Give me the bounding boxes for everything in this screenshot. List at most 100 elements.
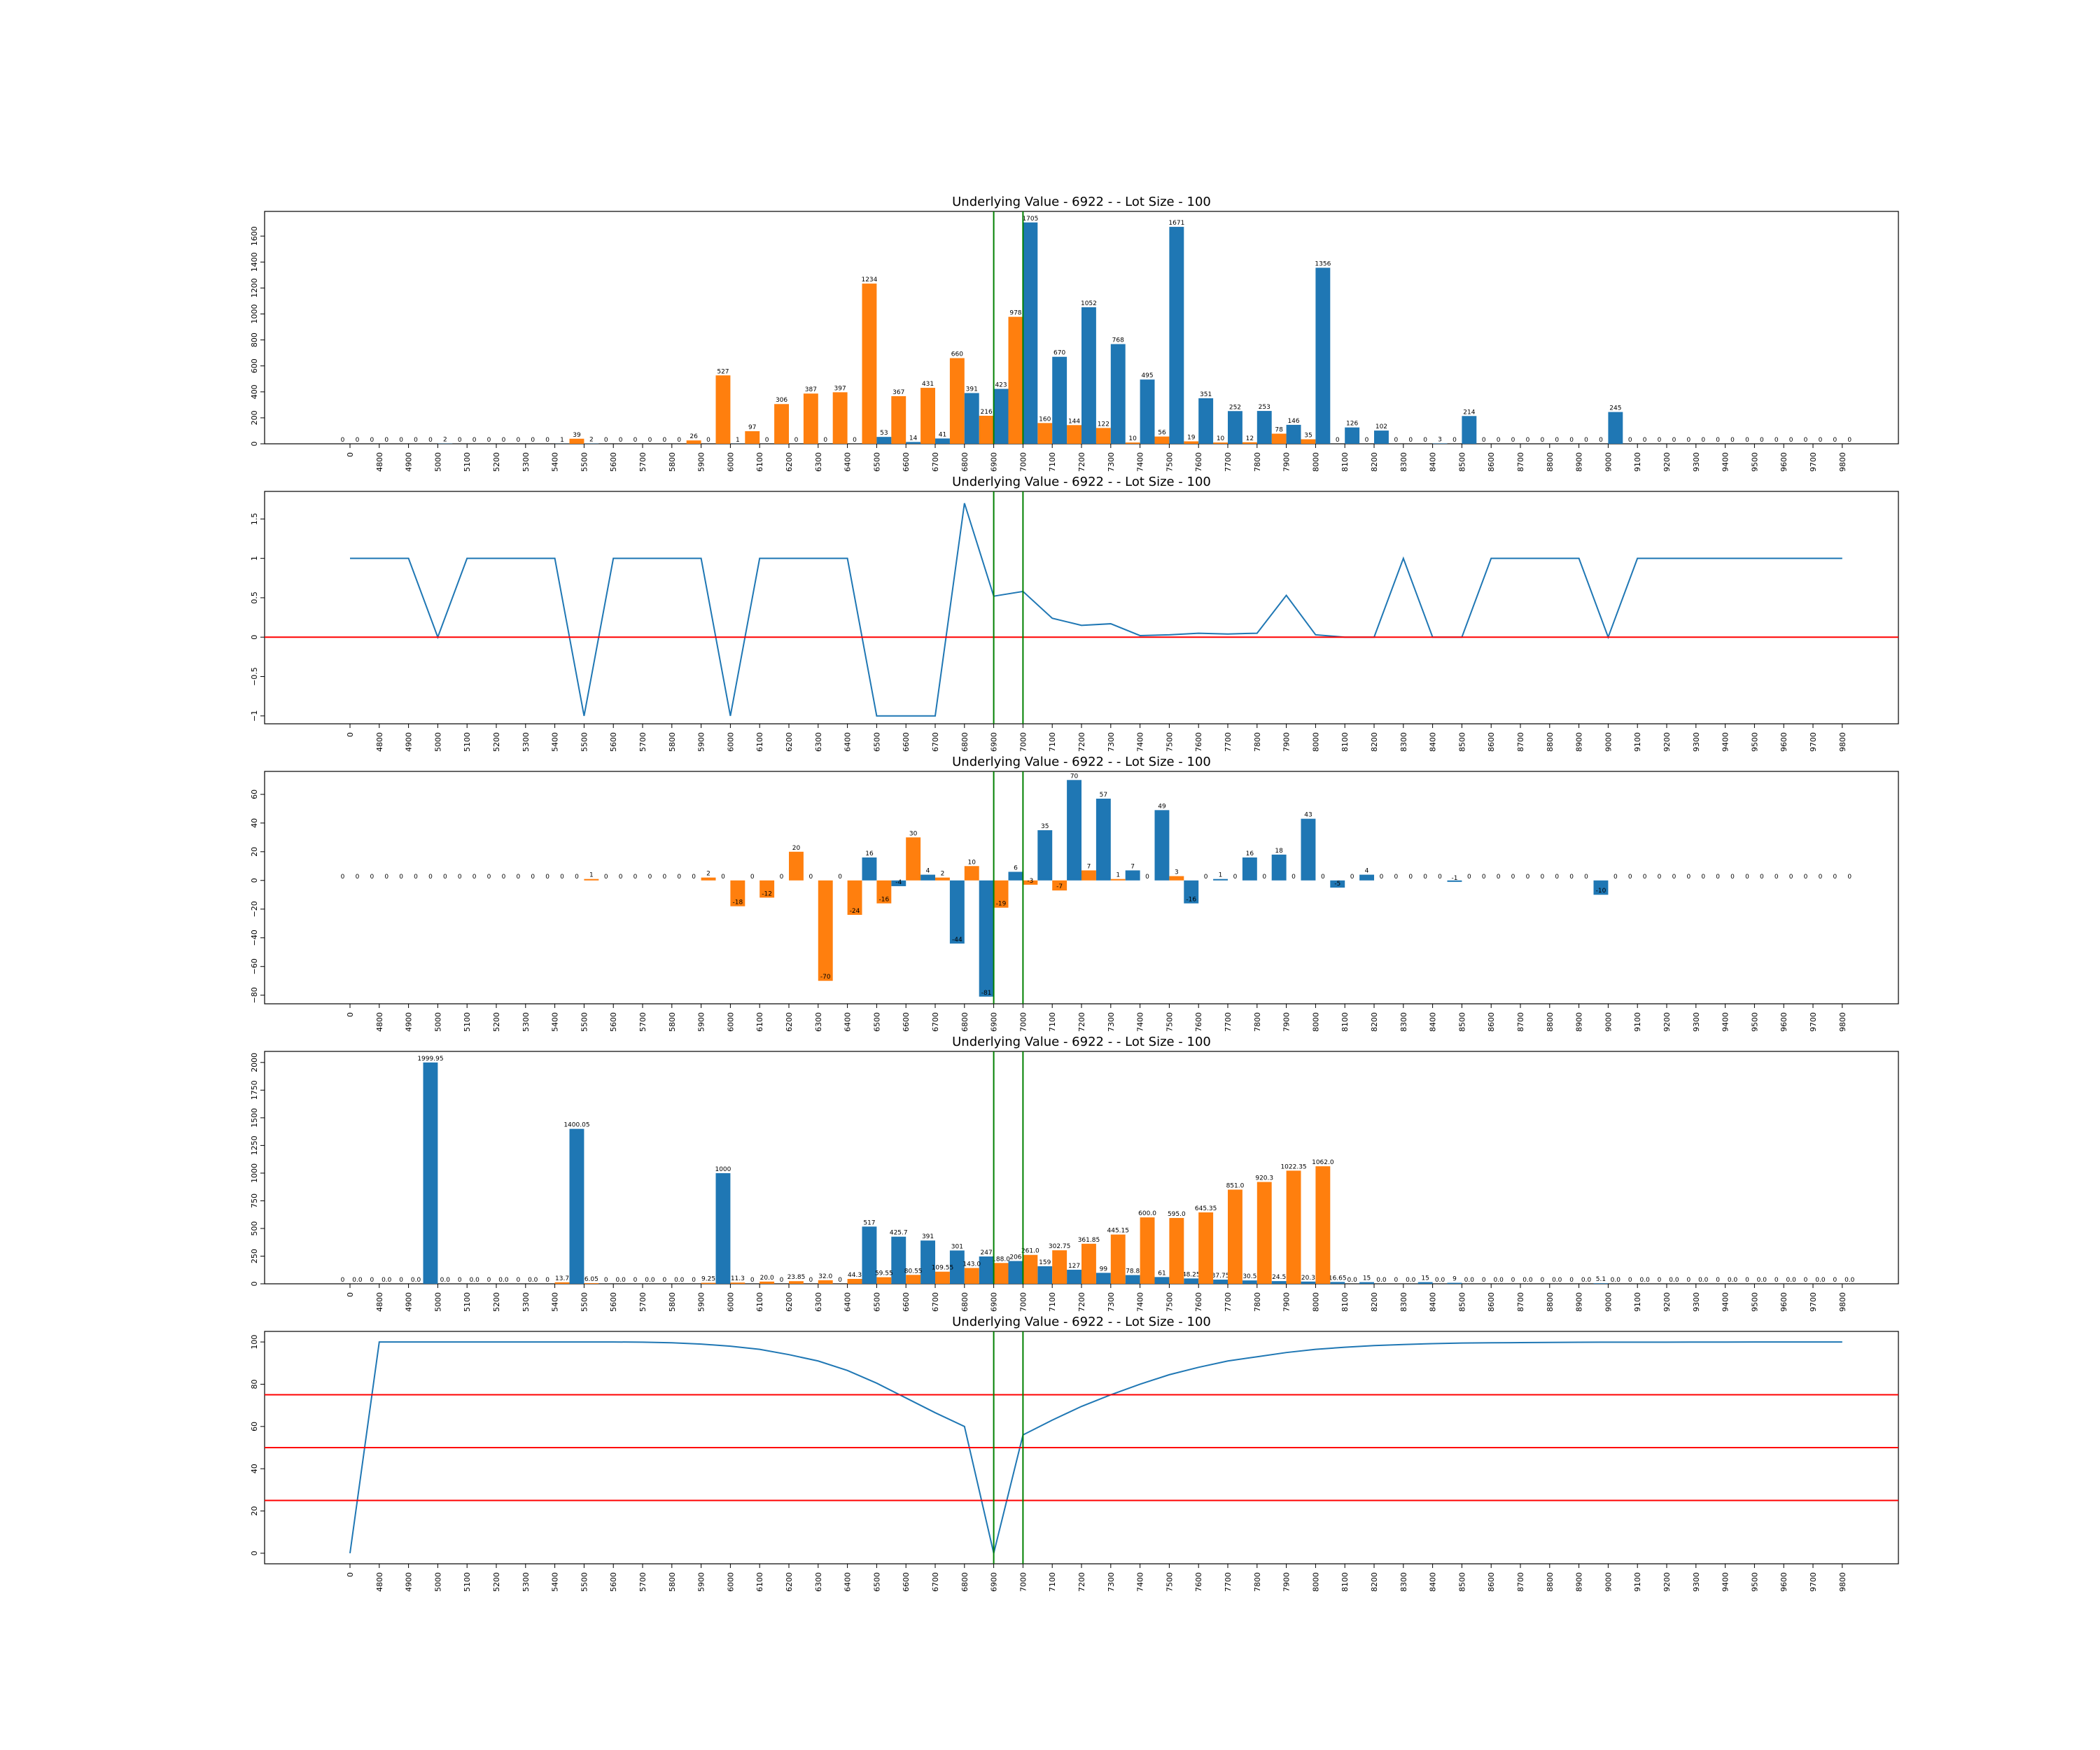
series-line xyxy=(349,1341,1842,1554)
bar xyxy=(1301,818,1316,881)
x-tick-label: 6800 xyxy=(960,732,969,752)
bar xyxy=(964,1268,979,1284)
data-label: 0 xyxy=(356,437,360,444)
x-tick-label: 6900 xyxy=(990,732,999,752)
data-label: 431 xyxy=(922,381,934,388)
x-tick-label: 6200 xyxy=(785,1012,794,1032)
x-tick-label: 4800 xyxy=(375,452,384,472)
bar xyxy=(993,388,1009,444)
x-tick-label: 8600 xyxy=(1487,1572,1496,1592)
data-label: 0 xyxy=(545,874,550,881)
x-tick-label: 6000 xyxy=(726,452,735,472)
data-label: 0 xyxy=(1467,874,1471,881)
x-tick-label: 5700 xyxy=(638,732,648,752)
bar xyxy=(1169,227,1184,444)
data-label: 2 xyxy=(706,871,710,878)
x-tick-label: 9600 xyxy=(1779,452,1788,472)
data-label: 1234 xyxy=(861,276,877,284)
x-tick-label: 9700 xyxy=(1809,1012,1818,1032)
y-tick-label: 2000 xyxy=(250,1053,259,1072)
data-label: 0 xyxy=(765,437,769,444)
bar xyxy=(1023,222,1038,444)
bar xyxy=(1213,1280,1228,1284)
bar xyxy=(1140,1217,1155,1284)
data-label: 0 xyxy=(677,437,681,444)
x-tick-label: 8000 xyxy=(1311,732,1320,752)
x-tick-label: 5100 xyxy=(463,1012,472,1032)
x-tick-label: 8000 xyxy=(1311,1292,1320,1312)
x-tick-label: 8700 xyxy=(1516,452,1525,472)
data-label: -18 xyxy=(732,899,743,906)
data-label: 306 xyxy=(776,397,788,404)
x-tick-label: 9200 xyxy=(1662,1292,1672,1312)
x-tick-label: 8700 xyxy=(1516,1012,1525,1032)
data-label: 0 xyxy=(341,1277,345,1284)
bar xyxy=(1256,411,1272,444)
x-tick-label: 5600 xyxy=(609,452,618,472)
chart-panel-2: Underlying Value - 6922 - - Lot Size - 1… xyxy=(250,475,1899,752)
x-tick-label: 8100 xyxy=(1340,1572,1350,1592)
x-tick-label: 6800 xyxy=(960,1572,969,1592)
data-label: 0 xyxy=(516,437,520,444)
x-tick-label: 9700 xyxy=(1809,452,1818,472)
data-label: 0 xyxy=(1774,437,1779,444)
x-tick-label: 8700 xyxy=(1516,1572,1525,1592)
bar xyxy=(715,1172,731,1284)
x-tick-label: 5500 xyxy=(580,1292,589,1312)
x-tick-label: 8900 xyxy=(1575,452,1584,472)
data-label: 59.55 xyxy=(875,1270,893,1278)
data-label: 0.0 xyxy=(1522,1277,1533,1284)
bar xyxy=(906,1275,921,1284)
x-tick-label: 7200 xyxy=(1077,1012,1086,1032)
data-label: 0 xyxy=(1760,874,1764,881)
x-tick-label: 7300 xyxy=(1107,732,1116,752)
x-tick-label: 9000 xyxy=(1604,1012,1613,1032)
data-label: 1 xyxy=(1219,872,1223,879)
data-label: 0 xyxy=(1380,874,1384,881)
data-label: 0.0 xyxy=(1581,1277,1592,1284)
data-label: 495 xyxy=(1141,372,1153,379)
bar xyxy=(1023,1254,1038,1284)
data-label: -19 xyxy=(996,901,1007,908)
x-tick-label: 6000 xyxy=(726,1292,735,1312)
data-label: -3 xyxy=(1027,878,1033,885)
x-tick-label: 8400 xyxy=(1429,1292,1438,1312)
data-label: -44 xyxy=(952,937,962,944)
x-tick-label: 7300 xyxy=(1107,1572,1116,1592)
data-label: 660 xyxy=(951,351,963,358)
data-label: 35 xyxy=(1041,823,1049,830)
data-label: 30 xyxy=(909,830,918,837)
bar xyxy=(1184,880,1199,904)
x-tick-label: 9500 xyxy=(1750,1292,1759,1312)
x-tick-label: 0 xyxy=(346,1292,355,1297)
data-label: 0.0 xyxy=(674,1277,685,1284)
data-label: 0 xyxy=(399,437,403,444)
data-label: 0 xyxy=(1408,437,1413,444)
bar xyxy=(686,440,701,444)
bar xyxy=(891,880,906,886)
data-label: 0 xyxy=(399,874,403,881)
data-label: 670 xyxy=(1054,350,1065,357)
bar xyxy=(584,1283,599,1284)
bar xyxy=(862,1226,877,1284)
x-tick-label: 5700 xyxy=(638,1572,648,1592)
x-tick-label: 5200 xyxy=(492,1572,501,1592)
bar xyxy=(979,1256,994,1284)
bar xyxy=(1037,830,1053,881)
data-label: 15 xyxy=(1421,1275,1429,1282)
bar xyxy=(1082,870,1096,881)
x-tick-label: 6300 xyxy=(814,1292,823,1312)
x-tick-label: 8200 xyxy=(1370,732,1379,752)
data-label: 4 xyxy=(1365,868,1369,875)
data-label: 0 xyxy=(1569,437,1574,444)
bar xyxy=(1301,439,1316,444)
bar xyxy=(730,1282,746,1284)
y-tick-label: 0 xyxy=(250,442,259,447)
x-tick-label: 7300 xyxy=(1107,1292,1116,1312)
data-label: 24.5 xyxy=(1272,1274,1286,1281)
x-tick-label: 6100 xyxy=(755,732,764,752)
data-label: 0 xyxy=(1555,437,1559,444)
data-label: 0 xyxy=(1745,874,1749,881)
data-label: 0 xyxy=(531,437,535,444)
